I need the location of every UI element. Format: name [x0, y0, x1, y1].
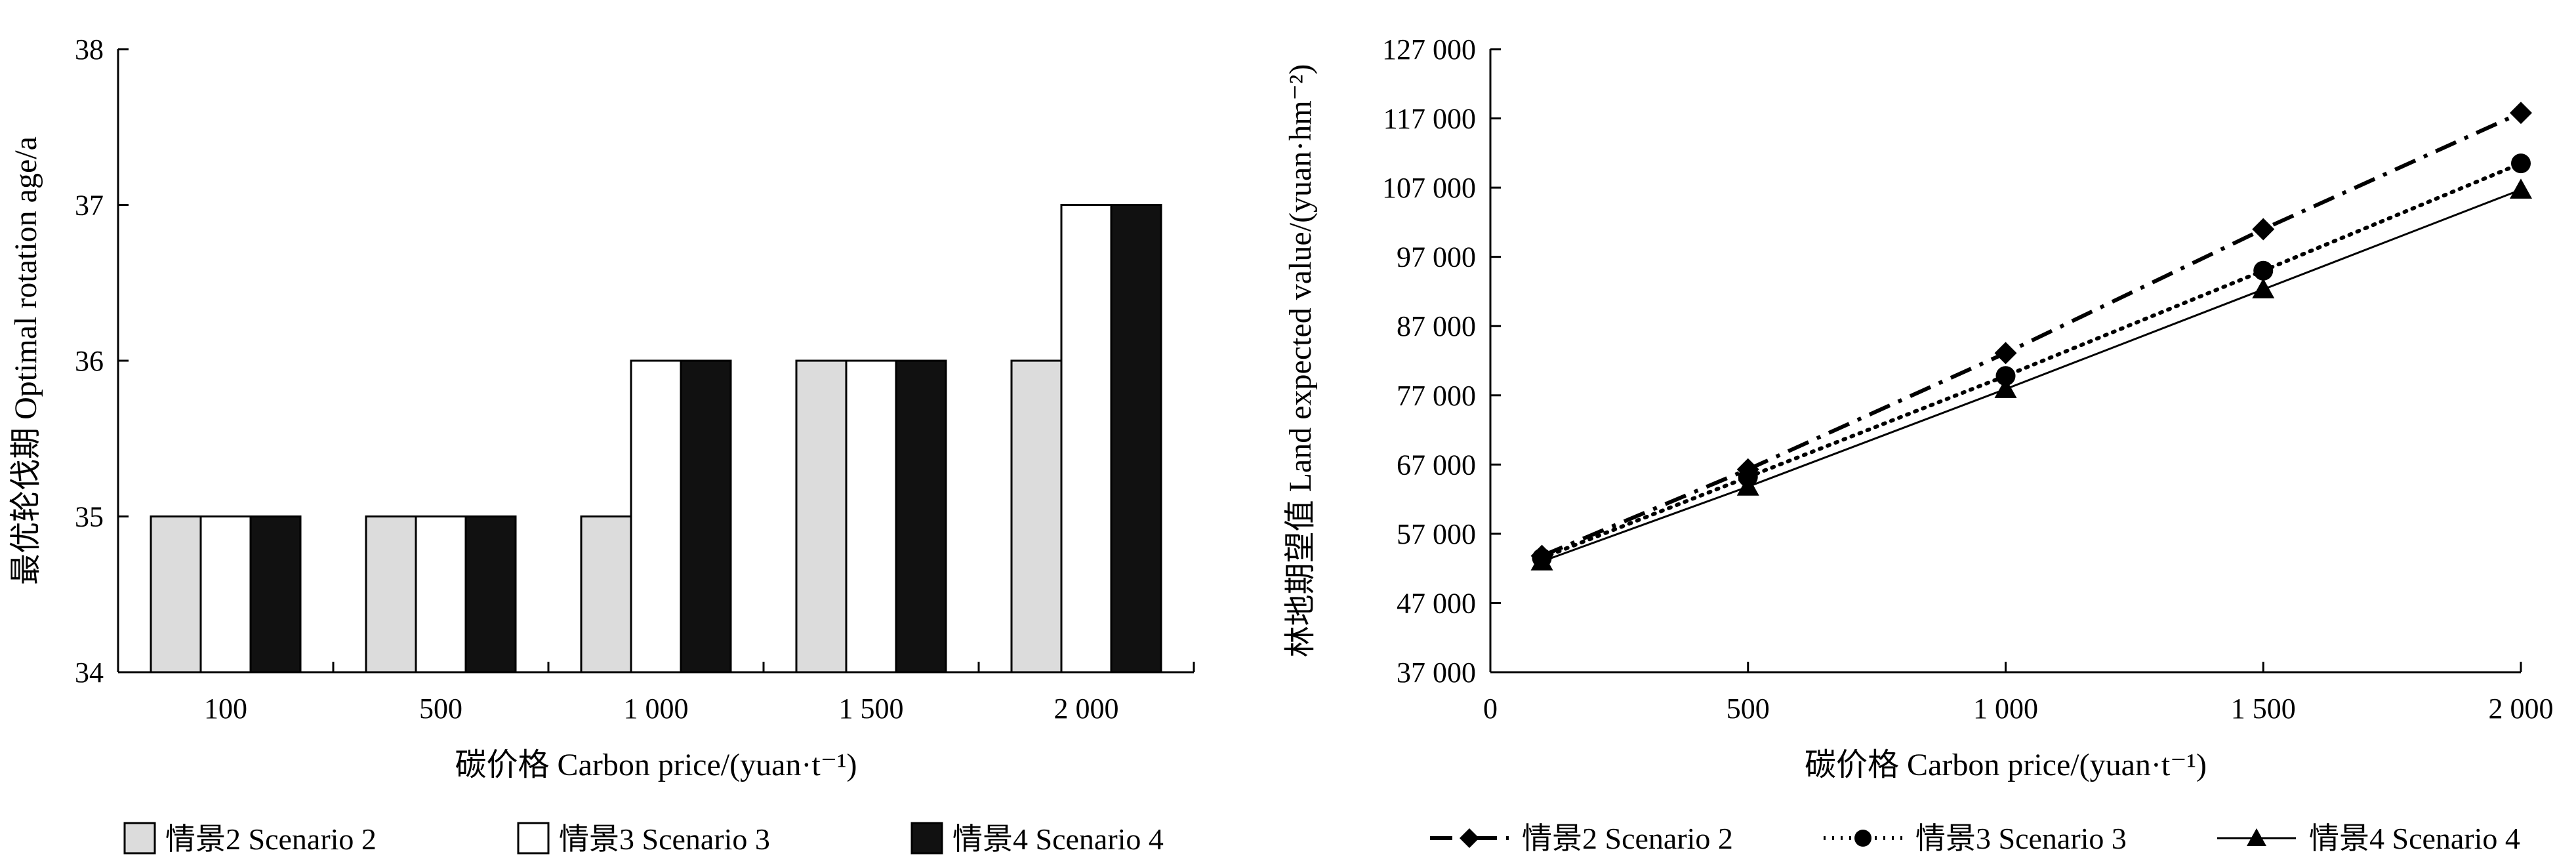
y-tick-label: 127 000	[1382, 33, 1476, 66]
y-tick-label: 57 000	[1397, 518, 1476, 550]
x-axis-title: 碳价格 Carbon price/(yuan·t⁻¹)	[455, 748, 857, 782]
point-3-scenario-3-1000	[1995, 366, 2016, 386]
x-axis-title: 碳价格 Carbon price/(yuan·t⁻¹)	[1805, 748, 2207, 782]
legend-label-4-scenario-4: 情景4 Scenario 4	[2309, 822, 2520, 855]
y-tick-label: 38	[75, 33, 104, 66]
bar-3-scenario-3-1-500	[845, 359, 897, 674]
x-tick-label: 2 000	[1054, 693, 1119, 725]
legend-label-2-scenario-2: 情景2 Scenario 2	[165, 822, 377, 856]
point-3-scenario-3-2000	[2511, 153, 2531, 174]
y-tick-label: 35	[75, 501, 104, 533]
y-tick-label: 87 000	[1397, 310, 1476, 342]
x-tick-label: 1 500	[2231, 693, 2296, 725]
x-tick-label: 500	[419, 693, 462, 725]
bar-2-scenario-2-1-500	[795, 359, 848, 674]
bar-3-scenario-3-500	[415, 515, 467, 674]
point-3-scenario-3-1500	[2253, 260, 2274, 281]
x-tick-label: 0	[1483, 693, 1498, 725]
y-tick-label: 34	[75, 656, 104, 689]
legend-label-3-scenario-3: 情景3 Scenario 3	[1915, 822, 2127, 855]
bar-4-scenario-4-2-000	[1110, 204, 1162, 674]
y-axis-title: 林地期望值 Land expected value/(yuan·hm⁻²)	[1283, 64, 1318, 658]
bar-4-scenario-4-500	[464, 515, 517, 674]
point-4-scenario-4-500	[1736, 475, 1759, 496]
bar-4-scenario-4-1-000	[680, 359, 732, 674]
x-tick-label: 2 000	[2489, 693, 2554, 725]
legend-swatch-2-scenario-2	[123, 822, 156, 855]
bar-3-scenario-3-2-000	[1060, 204, 1113, 674]
point-4-scenario-4-1000	[1994, 378, 2017, 398]
legend-swatch-4-scenario-4	[910, 822, 943, 855]
series-line-3-scenario-3	[1540, 161, 2523, 560]
bar-3-scenario-3-1-000	[630, 359, 682, 674]
point-4-scenario-4-2000	[2510, 178, 2532, 199]
point-2-scenario-2-1000	[1994, 342, 2017, 365]
bar-4-scenario-4-100	[249, 515, 302, 674]
legend-label-4-scenario-4: 情景4 Scenario 4	[952, 822, 1164, 856]
y-tick-label: 117 000	[1383, 103, 1476, 135]
y-tick-label: 97 000	[1397, 241, 1476, 273]
series-line-4-scenario-4	[1542, 188, 2522, 563]
x-tick-label: 100	[204, 693, 247, 725]
legend-label-2-scenario-2: 情景2 Scenario 2	[1522, 822, 1733, 855]
y-tick-label: 37 000	[1397, 656, 1476, 689]
bar-2-scenario-2-100	[150, 515, 202, 674]
point-2-scenario-2-2000	[2510, 102, 2532, 125]
y-axis-title: 最优轮伐期 Optimal rotation age/a	[9, 136, 43, 585]
bar-2-scenario-2-1-000	[580, 515, 632, 674]
legend-marker-4-scenario-4	[2247, 828, 2266, 846]
y-tick-label: 67 000	[1397, 449, 1476, 481]
y-tick-label: 107 000	[1382, 172, 1476, 204]
point-4-scenario-4-1500	[2252, 278, 2275, 298]
optimal-rotation-bar-chart: 34 35 36 37 38 100 500 1 000 1 500 2 000 碳价格 Carbo…	[9, 33, 1195, 856]
land-expected-value-line-chart: 37 000 47 000 57 000 67 000 77 000 87 000 97 0…	[1283, 33, 2554, 855]
x-tick-label: 1 000	[624, 693, 689, 725]
legend-swatch-3-scenario-3	[517, 822, 550, 855]
bar-4-scenario-4-1-500	[895, 359, 947, 674]
point-4-scenario-4-100	[1530, 550, 1553, 571]
x-tick-label: 1 000	[1973, 693, 2038, 725]
legend-marker-3-scenario-3	[1854, 830, 1871, 847]
bar-2-scenario-2-2-000	[1010, 359, 1063, 674]
series-line-2-scenario-2	[1541, 111, 2522, 558]
legend-marker-2-scenario-2	[1460, 828, 1479, 848]
bar-3-scenario-3-100	[199, 515, 252, 674]
y-tick-label: 37	[75, 190, 104, 222]
x-tick-label: 1 500	[839, 693, 904, 725]
legend-label-3-scenario-3: 情景3 Scenario 3	[559, 822, 770, 856]
bar-2-scenario-2-500	[365, 515, 417, 674]
point-2-scenario-2-1500	[2252, 218, 2275, 241]
x-tick-label: 500	[1727, 693, 1770, 725]
y-tick-label: 36	[75, 345, 104, 377]
y-tick-label: 47 000	[1397, 587, 1476, 619]
y-tick-label: 77 000	[1397, 380, 1476, 412]
